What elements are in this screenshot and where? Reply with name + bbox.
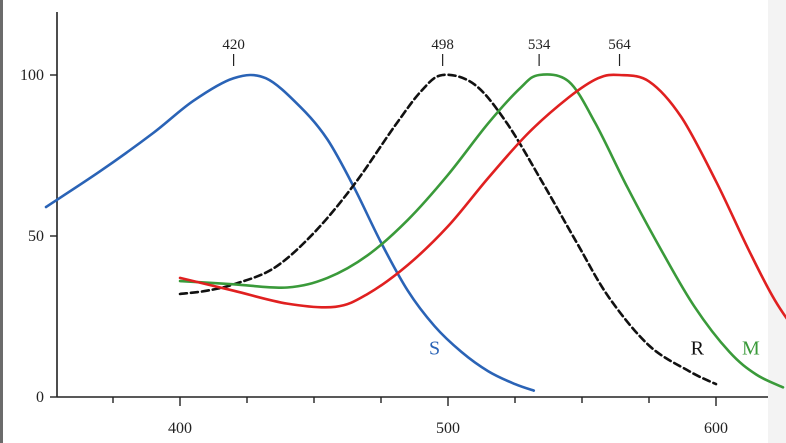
peak-label: 534 (528, 37, 551, 53)
series-line-R (178, 73, 718, 386)
series-layer (44, 73, 786, 392)
peak-label: 564 (608, 37, 631, 53)
right-edge-strip (768, 0, 786, 443)
series-line-M (178, 73, 785, 389)
peak-label: 498 (431, 37, 454, 53)
axis-ticks (50, 54, 717, 406)
series-line-S (44, 73, 536, 392)
peak-label: 420 (222, 37, 245, 53)
y-tick-label: 0 (36, 389, 44, 406)
x-tick-label: 600 (704, 420, 728, 437)
x-tick-label: 400 (168, 420, 192, 437)
series-line-L (178, 73, 786, 320)
left-edge-bar (0, 0, 3, 443)
x-tick-label: 500 (436, 420, 460, 437)
y-tick-label: 100 (20, 67, 44, 84)
series-label-R: R (691, 338, 705, 360)
labels-layer: 400500600700050100420498534564SRML (20, 37, 760, 437)
series-label-S: S (429, 338, 440, 360)
y-tick-label: 50 (28, 228, 44, 245)
series-label-M: M (742, 338, 760, 360)
